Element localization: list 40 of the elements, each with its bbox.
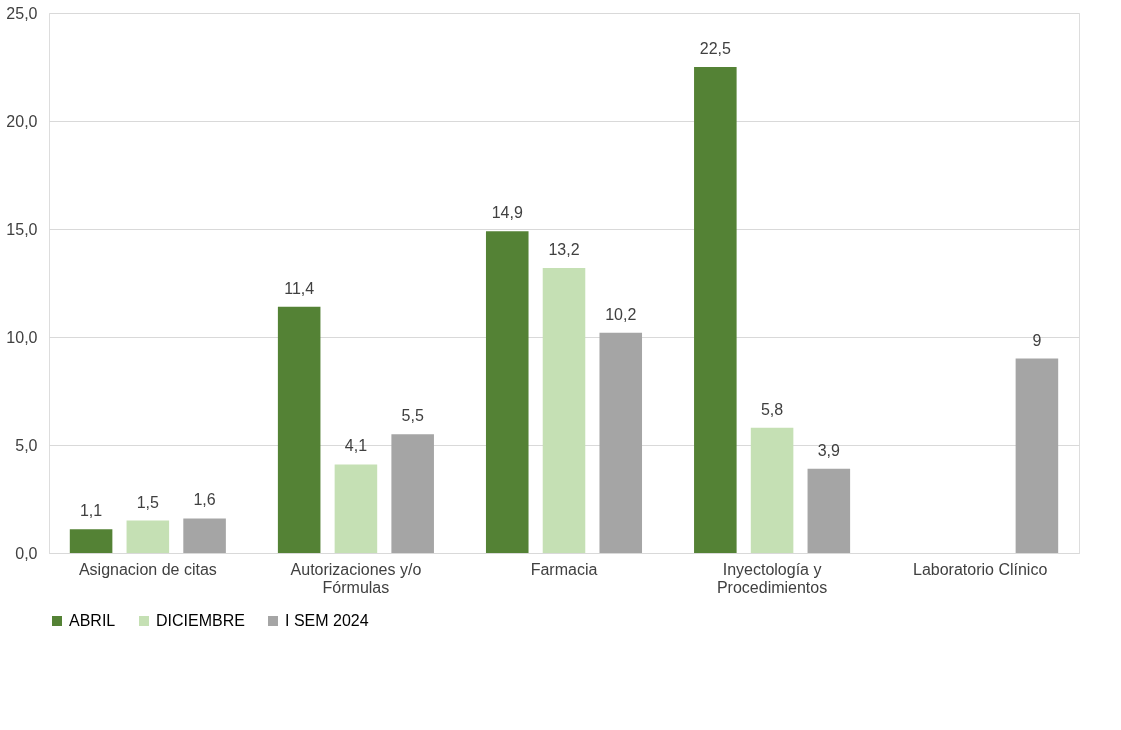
y-tick-label: 15,0 [6,220,38,238]
x-tick-label: Inyectología y Procedimientos [716,560,828,596]
bar [485,231,529,553]
data-label: 1,1 [79,502,103,520]
bar [750,427,794,553]
legend-label: DICIEMBRE [156,612,245,629]
bar [694,67,737,553]
data-label: 1,6 [193,491,216,509]
legend-label: I SEM 2024 [285,612,369,629]
data-label: 4,1 [344,437,368,455]
data-label: 13,2 [548,240,580,258]
y-tick-label: 10,0 [6,328,38,346]
data-label: 10,2 [605,305,637,323]
x-tick-label: Farmacia [530,560,598,578]
bar [1015,358,1059,553]
data-label: 14,9 [491,204,523,222]
data-label: 5,5 [401,407,424,425]
bar [391,434,434,553]
data-label: 3,9 [817,441,841,459]
data-label: 11,4 [284,279,315,297]
y-tick-label: 0,0 [15,544,38,562]
bar [599,332,643,553]
bar [334,464,378,553]
y-tick-label: 5,0 [15,436,38,454]
bar [183,518,226,553]
bar [126,520,170,553]
bar [69,529,113,553]
bar [277,306,321,553]
bar [542,267,586,553]
y-tick-label: 25,0 [6,4,38,22]
x-tick-label: Asignacion de citas [78,560,217,578]
x-tick-label: Laboratorio Clínico [913,560,1048,578]
data-label: 22,5 [699,40,731,57]
x-tick-label: Autorizaciones y/o Fórmulas [290,560,422,596]
data-label: 1,5 [136,493,160,511]
data-label: 5,8 [760,400,784,418]
data-label: 9 [1032,331,1042,349]
y-tick-label: 20,0 [6,112,38,130]
bar [807,468,851,553]
legend-label: ABRIL [69,612,116,629]
